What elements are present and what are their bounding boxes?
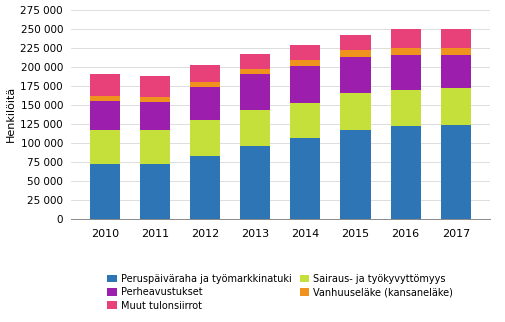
Bar bbox=[90, 164, 120, 219]
Bar bbox=[441, 125, 471, 219]
Bar bbox=[441, 55, 471, 88]
Bar bbox=[240, 110, 270, 146]
Bar bbox=[90, 74, 120, 96]
Bar bbox=[340, 57, 371, 93]
Bar bbox=[390, 49, 421, 55]
Bar bbox=[441, 49, 471, 55]
Bar bbox=[290, 66, 320, 102]
Bar bbox=[441, 29, 471, 49]
Bar bbox=[340, 50, 371, 57]
Bar bbox=[290, 102, 320, 138]
Bar bbox=[90, 96, 120, 101]
Bar bbox=[390, 90, 421, 126]
Bar bbox=[240, 54, 270, 69]
Bar bbox=[390, 126, 421, 219]
Bar bbox=[390, 29, 421, 49]
Bar bbox=[190, 65, 220, 82]
Bar bbox=[240, 69, 270, 74]
Bar bbox=[190, 82, 220, 87]
Bar bbox=[90, 101, 120, 130]
Bar bbox=[441, 88, 471, 125]
Bar bbox=[290, 45, 320, 60]
Bar bbox=[340, 130, 371, 219]
Legend: Peruspäiväraha ja työmarkkinatuki, Perheavustukset, Muut tulonsiirrot, Sairaus- : Peruspäiväraha ja työmarkkinatuki, Perhe… bbox=[104, 270, 457, 315]
Bar bbox=[190, 87, 220, 120]
Bar bbox=[140, 97, 170, 102]
Bar bbox=[140, 76, 170, 97]
Bar bbox=[290, 60, 320, 66]
Bar bbox=[140, 130, 170, 164]
Bar bbox=[340, 35, 371, 50]
Bar bbox=[190, 120, 220, 156]
Bar bbox=[90, 130, 120, 164]
Bar bbox=[140, 102, 170, 130]
Y-axis label: Henkilöitä: Henkilöitä bbox=[6, 86, 16, 142]
Bar bbox=[390, 55, 421, 90]
Bar bbox=[340, 93, 371, 130]
Bar bbox=[190, 156, 220, 219]
Bar bbox=[290, 138, 320, 219]
Bar bbox=[140, 164, 170, 219]
Bar bbox=[240, 146, 270, 219]
Bar bbox=[240, 74, 270, 110]
